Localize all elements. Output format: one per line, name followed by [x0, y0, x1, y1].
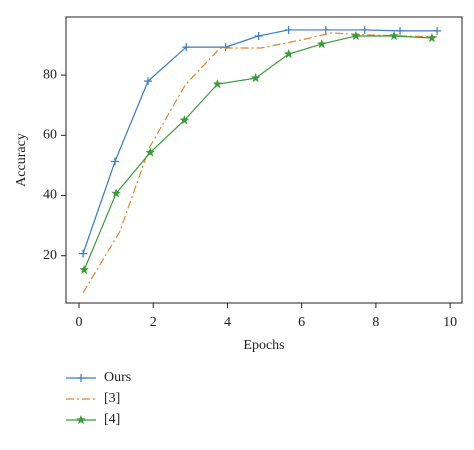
point-marker — [79, 264, 90, 275]
series-line — [82, 29, 438, 254]
point-marker — [389, 30, 400, 41]
y-tick-label: 60 — [43, 128, 57, 143]
y-tick-label: 80 — [43, 67, 57, 82]
point-marker — [250, 72, 261, 83]
x-axis-label: Epochs — [243, 338, 284, 353]
point-marker — [396, 26, 405, 35]
point-marker — [433, 26, 442, 35]
point-marker — [110, 157, 119, 166]
point-marker — [254, 31, 263, 40]
point-marker — [79, 249, 88, 258]
point-marker — [212, 78, 223, 89]
series-line — [83, 35, 432, 271]
x-tick-label: 10 — [443, 315, 457, 330]
x-tick-label: 0 — [75, 315, 82, 330]
y-tick-label: 40 — [43, 188, 57, 203]
point-marker — [145, 147, 156, 157]
plot-frame — [65, 16, 463, 304]
x-tick-label: 4 — [224, 315, 231, 330]
legend-marker — [77, 374, 85, 382]
legend-marker — [75, 414, 87, 425]
x-tick-label: 8 — [372, 315, 379, 330]
point-marker — [350, 30, 361, 41]
point-marker — [316, 38, 327, 49]
legend-label: [3] — [104, 391, 120, 406]
point-marker — [144, 77, 153, 86]
point-marker — [321, 25, 330, 34]
y-axis-label: Accuracy — [14, 133, 29, 187]
legend-label: [4] — [104, 412, 120, 427]
y-tick-label: 20 — [43, 248, 57, 263]
point-marker — [360, 25, 369, 34]
point-marker — [221, 43, 230, 52]
point-marker — [284, 25, 293, 34]
series-line — [82, 32, 438, 294]
x-tick-label: 6 — [298, 315, 305, 330]
point-marker — [182, 43, 191, 52]
point-marker — [179, 115, 190, 125]
legend-label: Ours — [104, 370, 131, 385]
point-marker — [111, 188, 122, 198]
point-marker — [283, 48, 294, 59]
point-marker — [426, 32, 437, 43]
x-tick-label: 2 — [150, 315, 157, 330]
